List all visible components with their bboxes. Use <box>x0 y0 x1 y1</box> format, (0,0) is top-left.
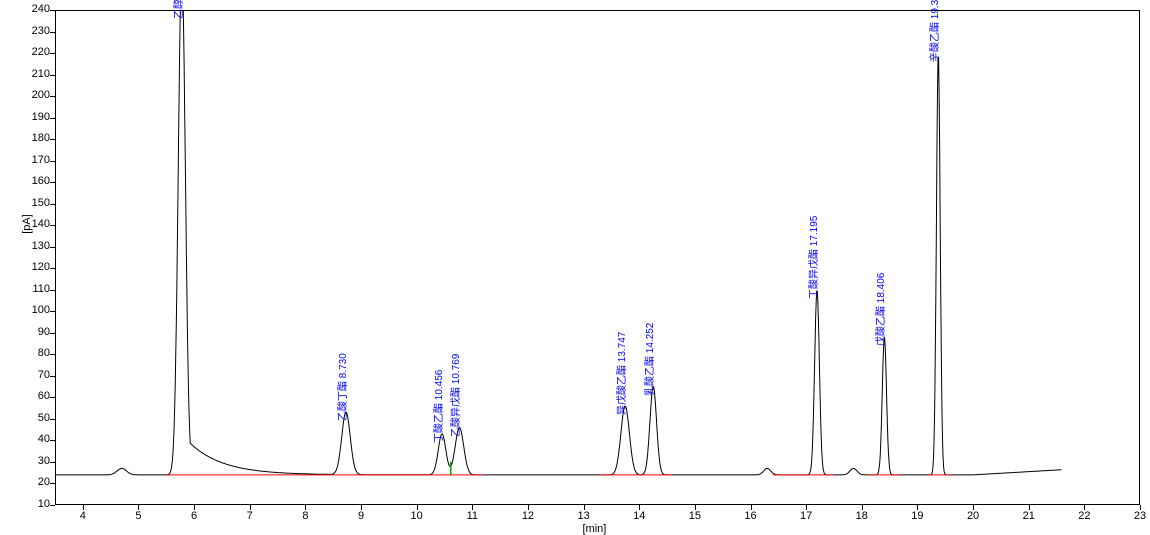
peak-label: 乙醇 5.779 <box>170 0 185 19</box>
y-tick-label: 70 <box>20 369 50 381</box>
peak-label: 乳酸乙酯 14.252 <box>641 322 656 395</box>
y-tick-label: 210 <box>20 68 50 80</box>
peak-label: 辛酸乙酯 19.375 <box>926 0 941 62</box>
y-tick-label: 20 <box>20 476 50 488</box>
y-tick-label: 40 <box>20 433 50 445</box>
chromatogram-trace <box>55 0 1062 475</box>
y-tick-label: 110 <box>20 283 50 295</box>
x-tick-label: 20 <box>967 510 979 522</box>
y-tick-label: 190 <box>20 111 50 123</box>
trace-svg <box>0 0 1150 531</box>
x-tick-label: 13 <box>577 510 589 522</box>
peak-label: 异戊酸乙酯 13.747 <box>613 332 628 415</box>
peak-label: 戊酸乙酯 18.406 <box>872 273 887 346</box>
y-tick-label: 150 <box>20 197 50 209</box>
y-tick-label: 80 <box>20 347 50 359</box>
x-tick-label: 16 <box>744 510 756 522</box>
x-tick-label: 6 <box>191 510 197 522</box>
x-tick-label: 18 <box>856 510 868 522</box>
x-tick-label: 23 <box>1134 510 1146 522</box>
x-tick-label: 11 <box>467 510 478 522</box>
y-tick-label: 240 <box>20 3 50 15</box>
y-tick-label: 220 <box>20 46 50 58</box>
x-tick-label: 5 <box>135 510 141 522</box>
y-tick-label: 180 <box>20 132 50 144</box>
x-tick-label: 4 <box>80 510 86 522</box>
x-tick-label: 19 <box>911 510 923 522</box>
y-tick-label: 160 <box>20 175 50 187</box>
x-tick-label: 22 <box>1078 510 1090 522</box>
peak-label: 丁酸乙酯 10.456 <box>430 370 445 443</box>
x-tick-label: 14 <box>633 510 645 522</box>
y-tick-label: 120 <box>20 261 50 273</box>
x-tick-label: 12 <box>522 510 534 522</box>
y-tick-label: 100 <box>20 304 50 316</box>
y-tick-label: 60 <box>20 390 50 402</box>
x-tick-label: 17 <box>800 510 812 522</box>
x-tick-label: 9 <box>358 510 364 522</box>
peak-label: 乙酸异戊酯 10.769 <box>447 353 462 436</box>
y-tick-label: 230 <box>20 25 50 37</box>
y-tick-label: 50 <box>20 412 50 424</box>
x-tick-label: 7 <box>247 510 253 522</box>
x-tick-label: 15 <box>689 510 701 522</box>
y-tick-label: 170 <box>20 154 50 166</box>
y-tick-label: 10 <box>20 498 50 510</box>
y-tick-label: 90 <box>20 326 50 338</box>
peak-label: 丁酸异戊酯 17.195 <box>805 215 820 298</box>
peak-label: 乙酸丁酯 8.730 <box>334 354 349 422</box>
x-tick-label: 10 <box>411 510 423 522</box>
y-tick-label: 200 <box>20 89 50 101</box>
y-tick-label: 130 <box>20 240 50 252</box>
x-tick-label: 21 <box>1023 510 1035 522</box>
chromatogram-chart: [pA] [min] 10203040506070809010011012013… <box>0 0 1150 531</box>
y-tick-label: 30 <box>20 455 50 467</box>
y-tick-label: 140 <box>20 218 50 230</box>
x-tick-label: 8 <box>302 510 308 522</box>
